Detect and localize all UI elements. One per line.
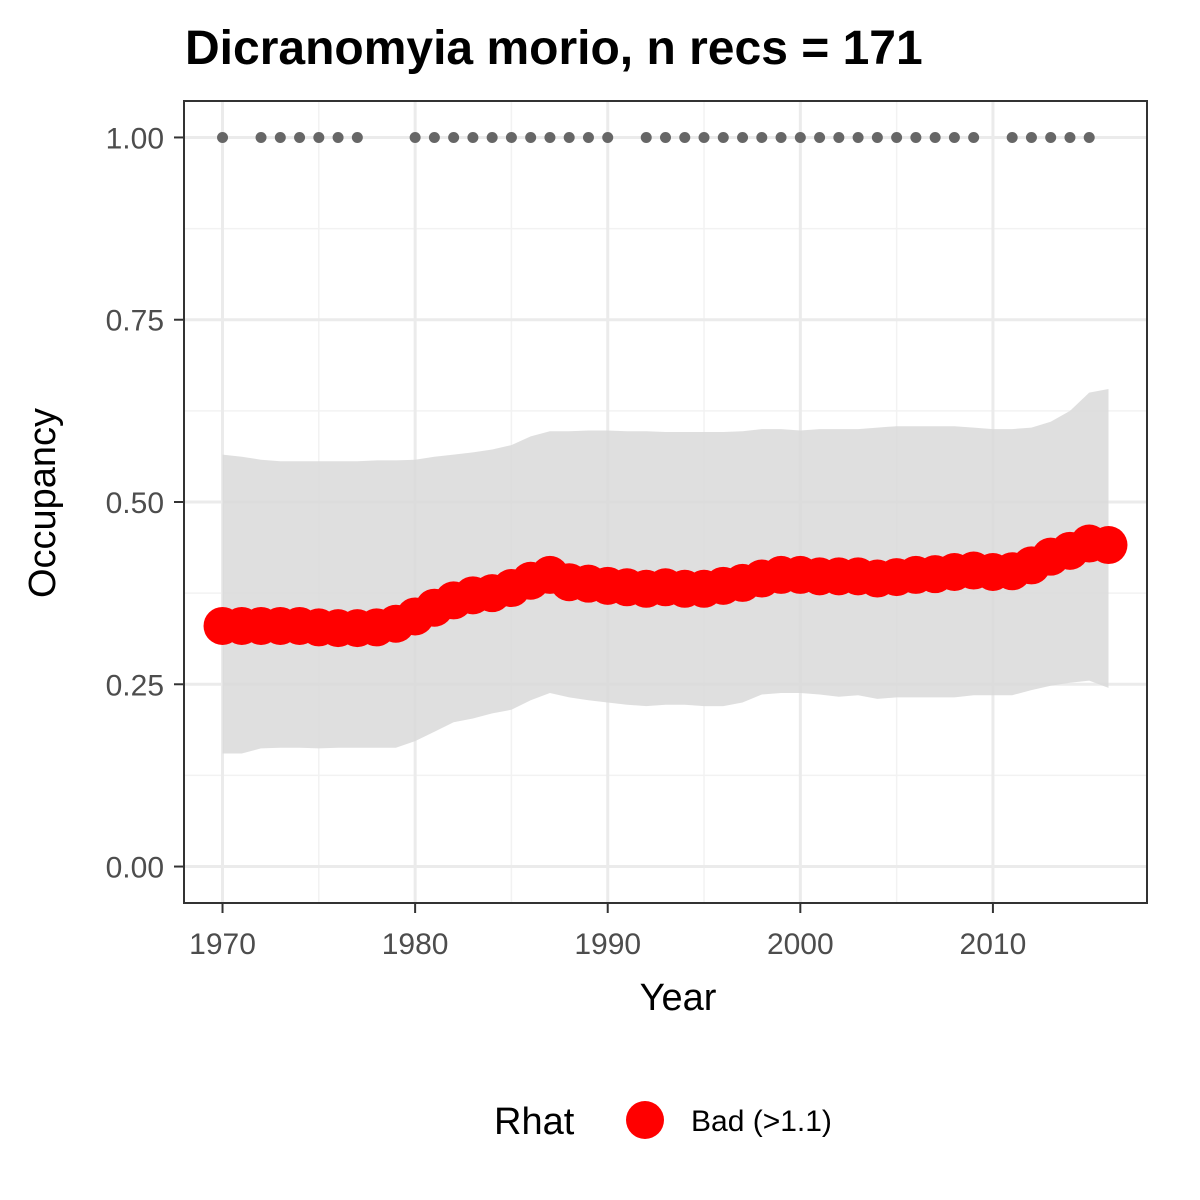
- detection-point: [794, 131, 806, 143]
- y-tick-label: 1.00: [106, 122, 164, 155]
- legend: Rhat Bad (>1.1): [494, 1101, 832, 1143]
- chart-title: Dicranomyia morio, n recs = 171: [185, 22, 923, 75]
- y-tick-label: 0.75: [106, 305, 164, 338]
- detection-point: [1045, 131, 1057, 143]
- detection-point: [852, 131, 864, 143]
- detection-point: [563, 131, 575, 143]
- legend-title: Rhat: [494, 1101, 575, 1143]
- detection-point: [448, 131, 460, 143]
- detection-point: [1064, 131, 1076, 143]
- detection-point: [467, 131, 479, 143]
- detection-point: [814, 131, 826, 143]
- x-axis: 1970 1980 1990 2000 2010: [189, 903, 1026, 961]
- detection-point: [1083, 131, 1095, 143]
- y-tick-label: 0.50: [106, 487, 164, 520]
- x-tick-label: 2000: [767, 928, 834, 961]
- detection-point: [409, 131, 421, 143]
- y-tick-label: 0.00: [106, 852, 164, 885]
- x-tick-label: 1990: [574, 928, 641, 961]
- detection-point: [255, 131, 267, 143]
- legend-key-bad: [626, 1101, 664, 1139]
- detection-point: [968, 131, 980, 143]
- detection-point: [640, 131, 652, 143]
- detection-point: [660, 131, 671, 143]
- detection-point: [679, 131, 691, 143]
- detection-point: [544, 131, 556, 143]
- detection-point: [294, 131, 306, 143]
- detection-point: [698, 131, 710, 143]
- detection-point: [929, 131, 941, 143]
- detection-point: [602, 131, 614, 143]
- detection-point: [871, 131, 883, 143]
- x-tick-label: 1970: [189, 928, 256, 961]
- x-tick-label: 1980: [382, 928, 449, 961]
- detection-point: [775, 131, 787, 143]
- detection-point: [737, 131, 749, 143]
- detection-point: [505, 131, 517, 143]
- detection-point: [1006, 131, 1018, 143]
- detection-point: [274, 131, 286, 143]
- detection-point: [351, 131, 363, 143]
- y-axis-title: Occupancy: [22, 408, 64, 598]
- detection-point: [582, 131, 594, 143]
- detection-point: [332, 131, 344, 143]
- occupancy-series-layer: [203, 524, 1128, 648]
- detection-point: [891, 131, 903, 143]
- detection-point: [217, 131, 229, 143]
- detection-point: [948, 131, 960, 143]
- x-axis-title: Year: [640, 977, 717, 1019]
- detection-points-layer: [217, 131, 1095, 143]
- detection-point: [910, 131, 922, 143]
- y-tick-label: 0.25: [106, 669, 164, 702]
- detection-point: [833, 131, 845, 143]
- y-axis: 0.00 0.25 0.50 0.75 1.00: [106, 122, 184, 885]
- detection-point: [428, 131, 440, 143]
- occupancy-point: [1089, 526, 1128, 565]
- x-tick-label: 2010: [960, 928, 1027, 961]
- detection-point: [525, 131, 537, 143]
- detection-point: [717, 131, 729, 143]
- detection-point: [756, 131, 768, 143]
- legend-label-bad: Bad (>1.1): [691, 1105, 832, 1138]
- detection-point: [1025, 131, 1037, 143]
- detection-point: [486, 131, 498, 143]
- detection-point: [313, 131, 325, 143]
